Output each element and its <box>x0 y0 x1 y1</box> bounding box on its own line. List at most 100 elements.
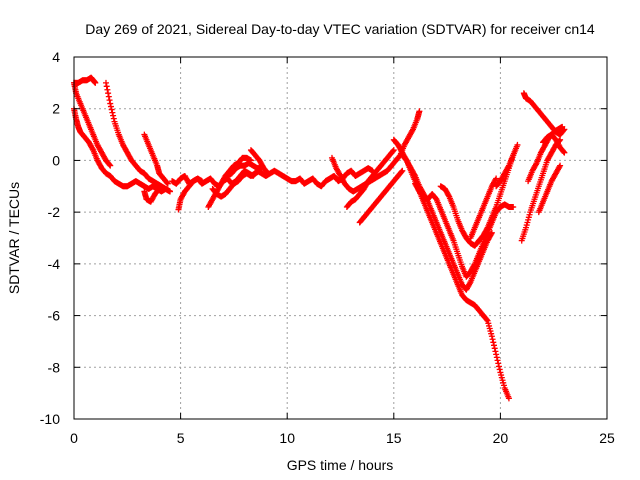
data-point-plus <box>89 145 96 152</box>
data-point-plus <box>492 348 499 355</box>
data-point-plus <box>107 103 114 110</box>
series-track-20 <box>467 175 500 241</box>
data-point-plus <box>104 86 111 93</box>
y-tick-label: 0 <box>52 152 60 168</box>
data-point-plus <box>110 115 117 122</box>
data-point-plus <box>466 280 473 287</box>
data-point-plus <box>105 93 112 100</box>
series-track-10 <box>209 167 263 200</box>
data-point-plus <box>156 185 163 192</box>
data-point-plus <box>490 339 497 346</box>
y-tick-label: -2 <box>48 204 61 220</box>
data-point-plus <box>491 345 498 352</box>
y-tick-label: 4 <box>52 49 60 65</box>
data-point-plus <box>561 149 568 156</box>
series-track-23 <box>518 136 564 244</box>
chart-title: Day 269 of 2021, Sidereal Day-to-day VTE… <box>85 21 595 37</box>
data-point-plus <box>106 97 113 104</box>
data-point-plus <box>491 342 498 349</box>
series-track-25 <box>535 162 564 216</box>
data-point-plus <box>488 333 495 340</box>
data-point-plus <box>416 108 423 115</box>
x-tick-label: 20 <box>493 430 509 446</box>
data-point-plus <box>103 83 110 90</box>
data-point-plus <box>92 79 99 86</box>
series-track-21 <box>493 141 521 190</box>
series-track-1 <box>71 105 173 195</box>
x-tick-label: 5 <box>177 430 185 446</box>
data-point-plus <box>390 147 397 154</box>
data-point-plus <box>556 163 563 170</box>
data-point-plus <box>155 186 162 193</box>
y-tick-label: -8 <box>48 359 61 375</box>
series-track-5 <box>141 131 171 187</box>
data-point-plus <box>107 162 114 169</box>
data-point-plus <box>505 163 512 170</box>
data-point-plus <box>409 127 416 134</box>
data-point-plus <box>510 203 517 210</box>
data-point-plus <box>264 169 271 176</box>
y-tick-label: -6 <box>48 308 61 324</box>
series-track-15 <box>356 167 406 226</box>
series-track-18 <box>412 180 517 280</box>
data-point-plus <box>445 192 452 199</box>
x-tick-label: 15 <box>386 430 402 446</box>
data-point-plus <box>164 179 171 186</box>
data-point-plus <box>108 106 115 113</box>
series-track-4 <box>102 79 173 195</box>
data-point-plus <box>560 148 567 155</box>
series-track-14 <box>343 147 397 210</box>
data-point-plus <box>105 90 112 97</box>
data-point-plus <box>106 161 113 168</box>
x-tick-label: 0 <box>70 430 78 446</box>
data-marks <box>71 74 568 402</box>
data-point-plus <box>390 147 397 154</box>
data-point-plus <box>164 180 171 187</box>
data-point-plus <box>198 178 205 185</box>
data-point-plus <box>496 366 503 373</box>
data-point-plus <box>492 176 499 183</box>
y-axis-label: SDTVAR / TECUs <box>6 182 22 294</box>
y-tick-label: 2 <box>52 101 60 117</box>
y-tick-label: -10 <box>40 411 60 427</box>
x-tick-label: 10 <box>279 430 295 446</box>
data-point-plus <box>166 188 173 195</box>
data-point-plus <box>495 360 502 367</box>
data-point-plus <box>483 225 490 232</box>
data-point-plus <box>483 316 490 323</box>
series-track-3 <box>71 74 99 86</box>
data-point-plus <box>265 170 272 177</box>
data-point-plus <box>471 262 478 269</box>
data-point-plus <box>110 112 117 119</box>
data-point-plus <box>493 351 500 358</box>
series-track-16 <box>390 136 512 402</box>
series-track-17 <box>399 152 495 293</box>
data-point-plus <box>559 123 566 130</box>
data-point-plus <box>495 363 502 370</box>
data-point-plus <box>398 168 405 175</box>
data-point-plus <box>109 109 116 116</box>
data-point-plus <box>493 354 500 361</box>
series-track-8 <box>175 175 205 213</box>
data-point-plus <box>505 395 512 402</box>
data-point-plus <box>107 100 114 107</box>
data-point-plus <box>494 357 501 364</box>
series-track-13 <box>328 108 423 195</box>
y-tick-label: -4 <box>48 256 61 272</box>
data-point-plus <box>532 161 539 168</box>
plot-frame <box>73 56 608 420</box>
x-axis-label: GPS time / hours <box>287 457 394 473</box>
data-point-plus <box>514 141 521 148</box>
data-point-plus <box>493 175 500 182</box>
data-point-plus <box>102 79 109 86</box>
series-track-26 <box>540 131 568 156</box>
x-tick-label: 25 <box>599 430 615 446</box>
series-track-6 <box>141 185 163 205</box>
series-track-12 <box>247 147 272 177</box>
data-point-plus <box>411 171 418 178</box>
series-track-2 <box>71 79 114 169</box>
data-point-plus <box>399 167 406 174</box>
data-point-plus <box>489 336 496 343</box>
